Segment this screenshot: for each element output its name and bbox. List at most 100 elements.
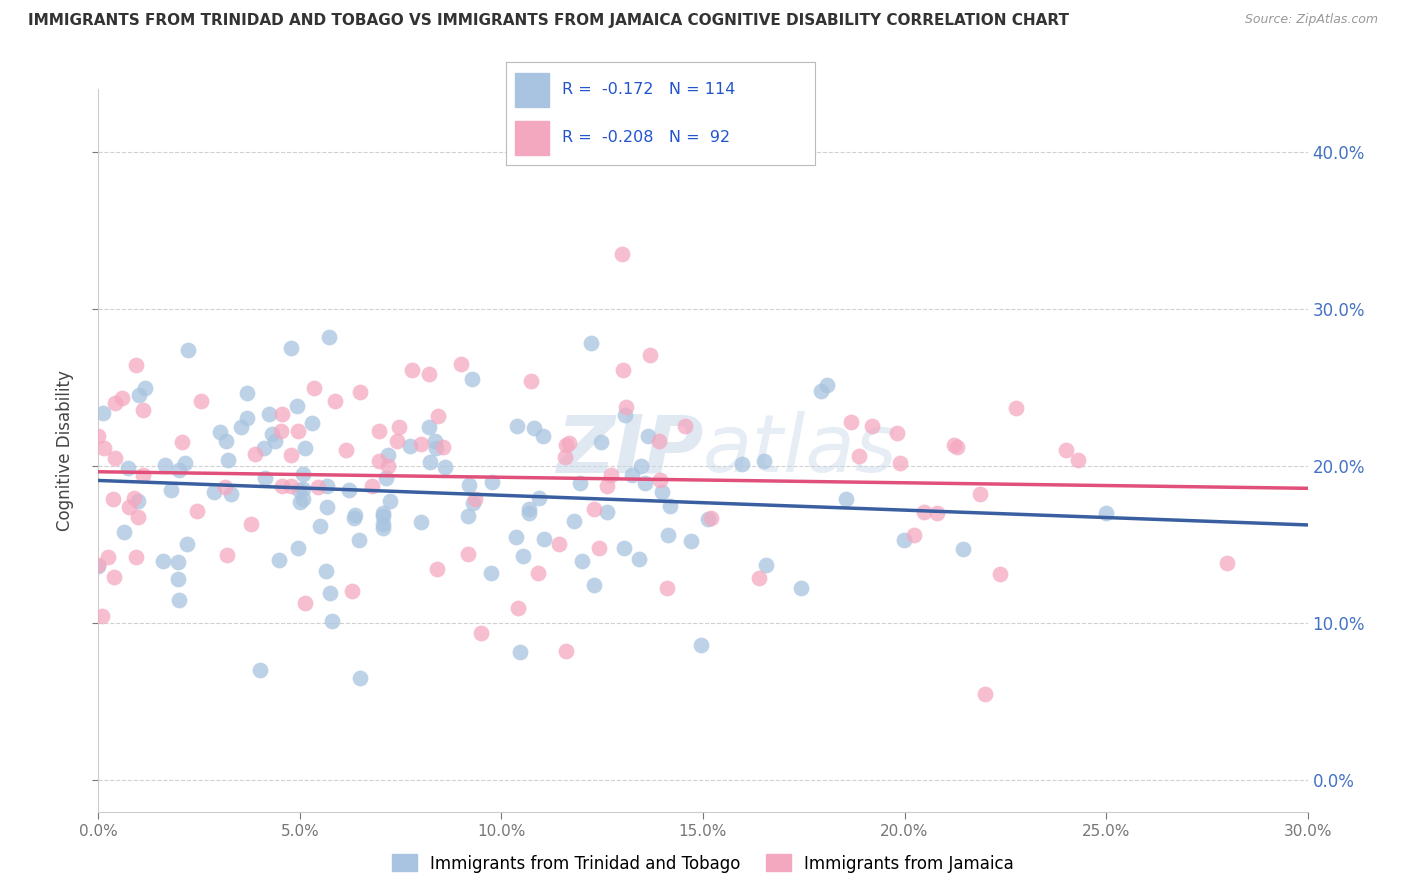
Point: [925, 506, 948, 520]
Point: [527, 491, 550, 505]
Point: [427, 409, 450, 423]
Point: [214, 480, 236, 494]
Text: IMMIGRANTS FROM TRINIDAD AND TOBAGO VS IMMIGRANTS FROM JAMAICA COGNITIVE DISABIL: IMMIGRANTS FROM TRINIDAD AND TOBAGO VS I…: [28, 13, 1069, 29]
Point: [388, 420, 411, 434]
Point: [122, 491, 145, 505]
Point: [323, 393, 346, 408]
Point: [280, 341, 302, 355]
Point: [579, 336, 602, 351]
Point: [285, 399, 308, 413]
Point: [134, 381, 156, 395]
Point: [614, 400, 637, 414]
Point: [367, 424, 389, 438]
Point: [434, 459, 457, 474]
Point: [1095, 507, 1118, 521]
Bar: [516, 121, 550, 155]
Point: [315, 565, 337, 579]
Point: [343, 511, 366, 525]
Text: atlas: atlas: [703, 411, 898, 490]
Point: [426, 562, 449, 576]
Point: [659, 499, 682, 513]
Point: [613, 408, 636, 422]
Point: [562, 514, 585, 528]
Point: [657, 528, 679, 542]
Point: [373, 517, 395, 532]
Point: [177, 343, 200, 357]
Point: [399, 439, 422, 453]
Point: [288, 494, 311, 508]
Point: [87, 428, 110, 442]
Point: [321, 614, 343, 628]
Point: [287, 424, 309, 438]
Point: [596, 479, 619, 493]
Point: [571, 554, 593, 568]
Point: [209, 425, 232, 439]
Point: [103, 570, 125, 584]
Point: [1005, 401, 1028, 415]
Point: [257, 407, 280, 421]
Point: [588, 541, 610, 555]
Point: [294, 596, 316, 610]
Point: [612, 362, 634, 376]
Point: [152, 554, 174, 568]
Point: [101, 491, 124, 506]
Point: [755, 558, 778, 573]
Point: [548, 537, 571, 551]
Point: [815, 378, 838, 392]
Point: [253, 442, 276, 456]
Point: [969, 487, 991, 501]
Point: [125, 550, 148, 565]
Point: [974, 687, 997, 701]
Point: [481, 475, 503, 489]
Point: [479, 566, 502, 580]
Point: [104, 395, 127, 409]
Point: [315, 500, 337, 514]
Point: [523, 421, 546, 435]
Point: [651, 484, 673, 499]
Point: [347, 533, 370, 547]
Point: [118, 500, 141, 514]
Point: [294, 441, 316, 455]
Point: [159, 483, 181, 498]
Point: [236, 386, 259, 401]
Point: [335, 442, 357, 457]
Point: [91, 609, 114, 624]
Point: [377, 458, 399, 473]
Point: [153, 458, 176, 472]
Point: [600, 468, 623, 483]
Point: [371, 507, 394, 521]
Point: [952, 542, 974, 557]
Point: [943, 437, 966, 451]
Point: [215, 434, 238, 448]
Point: [464, 491, 486, 506]
Point: [316, 479, 339, 493]
Point: [131, 467, 153, 482]
Point: [174, 456, 197, 470]
Point: [132, 402, 155, 417]
Point: [517, 502, 540, 516]
Point: [409, 436, 432, 450]
Point: [860, 418, 883, 433]
Point: [630, 459, 652, 474]
Point: [690, 638, 713, 652]
Point: [267, 553, 290, 567]
Point: [700, 511, 723, 525]
Point: [288, 483, 311, 498]
Point: [270, 424, 292, 438]
Point: [254, 471, 277, 485]
Point: [377, 448, 399, 462]
Point: [91, 406, 114, 420]
Text: R =  -0.208   N =  92: R = -0.208 N = 92: [562, 130, 730, 145]
Point: [418, 419, 440, 434]
Point: [167, 463, 190, 477]
Point: [349, 384, 371, 399]
Point: [186, 504, 208, 518]
Point: [419, 455, 441, 469]
Point: [612, 247, 634, 261]
Point: [520, 375, 543, 389]
Point: [127, 494, 149, 508]
Point: [371, 509, 394, 524]
Point: [531, 428, 554, 442]
Point: [432, 440, 454, 454]
Point: [418, 368, 440, 382]
